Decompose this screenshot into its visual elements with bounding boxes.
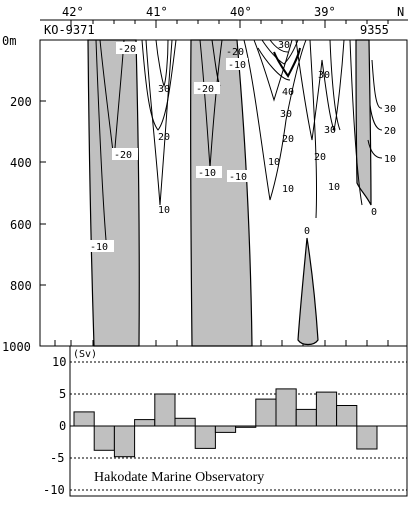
transport-bar-6 (174, 417, 196, 427)
transport-bar-10 (255, 398, 277, 427)
ytick-label-neg10: -10 (43, 483, 65, 497)
transport-bar-13 (315, 391, 338, 427)
contour-label-pos-5: 10 (282, 184, 294, 195)
transport-bar-15 (356, 425, 378, 450)
contour-label-neg-6: -10 (228, 60, 246, 71)
contour-label-group-neg (88, 42, 253, 252)
depth-label-600: 600 (10, 218, 32, 232)
lat-label-39: 39° (314, 5, 336, 19)
contour-40 (273, 47, 301, 78)
contour-label-zero: 0 (304, 226, 310, 237)
contour-label-neg-7: -10 (198, 168, 216, 179)
station-left-label: KO-9371 (44, 23, 95, 37)
transport-frame (69, 345, 408, 497)
ytick-label-0: 0 (59, 419, 66, 433)
lat-label-40: 40° (230, 5, 252, 19)
neg-region-right (355, 39, 372, 206)
contour-label-neg-8: -10 (229, 172, 247, 183)
contour-label-neg-3: -20 (196, 84, 214, 95)
top-axis-ticks (70, 20, 389, 28)
contour-label-pos-11: 30 (318, 70, 330, 81)
transport-bar-4 (134, 419, 156, 427)
unit-label: (Sv) (73, 349, 97, 360)
station-right-label: 9355 (360, 23, 389, 37)
ytick-label-neg5: -5 (50, 451, 64, 465)
depth-axis (40, 39, 46, 347)
ytick-label-5: 5 (59, 387, 66, 401)
contour-label-neg-4: -10 (90, 242, 108, 253)
contour-label-pos-14: 0 (371, 207, 377, 218)
contour-label-pos-10: 10 (328, 182, 340, 193)
contour-lines (95, 39, 383, 241)
contour-label-pos-8: 30 (280, 109, 292, 120)
depth-label-1000: 1000 (2, 340, 31, 354)
transport-bar-1 (73, 411, 95, 427)
depth-label-200: 200 (10, 95, 32, 109)
transport-bar-14 (336, 405, 358, 427)
neg-region-bottom-sliver (297, 237, 319, 346)
transport-bar-11 (275, 388, 297, 427)
transport-bar-2 (93, 425, 115, 451)
lat-label-41: 41° (146, 5, 168, 19)
neg-region-left (87, 39, 140, 347)
contour-label-pos-6: 30 (324, 125, 336, 136)
right-edge-label-20: 20 (384, 126, 396, 137)
contour-label-pos-9: 20 (282, 134, 294, 145)
transport-bar-9 (235, 425, 257, 428)
credit-text: Hakodate Marine Observatory (94, 470, 264, 485)
depth-label-400: 400 (10, 156, 32, 170)
contour-label-pos-2: 30 (278, 40, 290, 51)
depth-label-800: 800 (10, 279, 32, 293)
transport-bar-12 (295, 408, 317, 427)
contour-label-pos-7: 40 (282, 87, 294, 98)
contour-label-pos-4: 10 (158, 205, 170, 216)
right-edge-label-30: 30 (384, 104, 396, 115)
contour-label-pos-12: 20 (314, 152, 326, 163)
transport-bar-5 (154, 393, 176, 427)
depth-label-0: 0m (2, 34, 16, 48)
transport-bar-8 (214, 425, 237, 433)
north-label: N (397, 5, 404, 19)
lat-label-42: 42° (62, 5, 84, 19)
right-edge-label-10: 10 (384, 154, 396, 165)
contour-label-pos-1: 30 (158, 84, 170, 95)
contour-label-neg-2: -20 (114, 150, 132, 161)
ytick-label-10: 10 (52, 355, 66, 369)
transport-bar-7 (194, 425, 216, 449)
transport-bar-3 (113, 425, 136, 458)
transport-gridlines (70, 361, 407, 491)
contour-label-pos-13: 10 (268, 157, 280, 168)
contour-label-neg-5: -20 (226, 47, 244, 58)
contour-label-pos-3: 20 (158, 132, 170, 143)
transport-bars (73, 388, 378, 458)
contour-label-neg-1: -20 (118, 44, 136, 55)
